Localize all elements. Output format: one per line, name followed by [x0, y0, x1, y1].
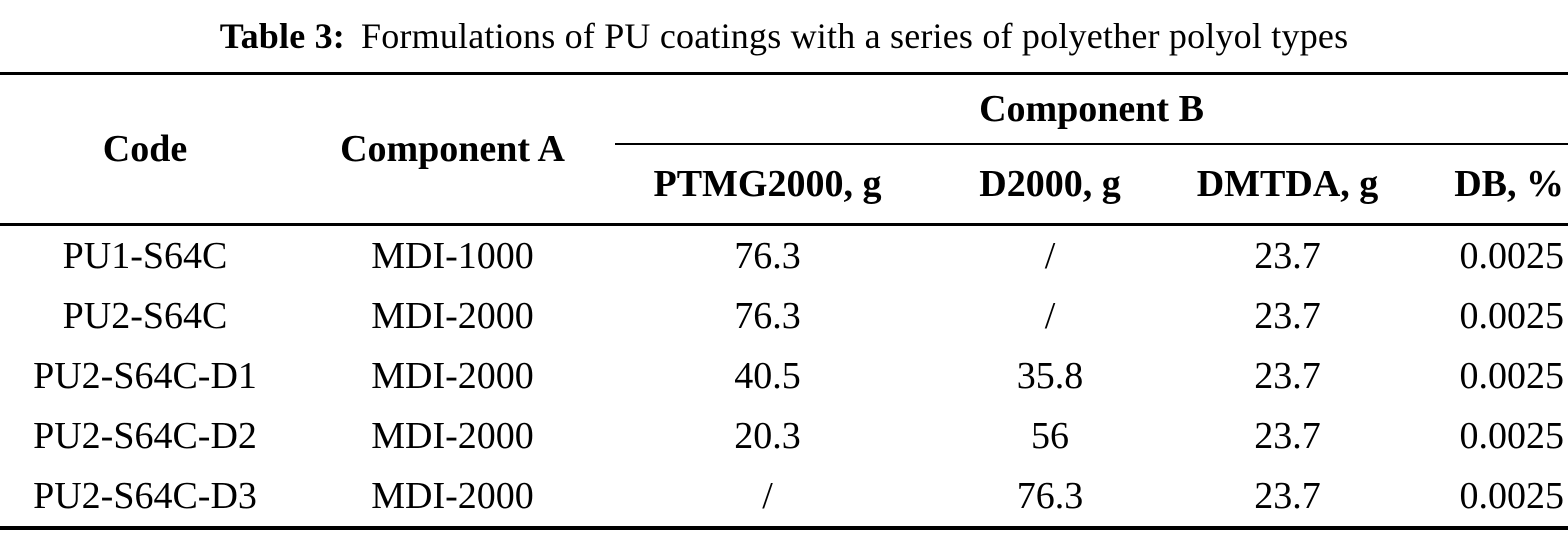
cell-db: 0.0025 — [1459, 355, 1565, 397]
cell-code: PU2-S64C-D1 — [33, 355, 257, 397]
header-d2000: D2000, g — [979, 163, 1121, 205]
header-component-a: Component A — [340, 128, 565, 170]
cell-d2000: 76.3 — [1016, 475, 1084, 517]
cell-db: 0.0025 — [1459, 235, 1565, 277]
header-component-b-spanner: Component B — [615, 75, 1568, 145]
cell-component-a: MDI-2000 — [371, 475, 534, 517]
cell-db: 0.0025 — [1459, 475, 1565, 517]
cell-d2000: 56 — [1031, 415, 1069, 457]
cell-ptmg2000: / — [762, 475, 773, 517]
cell-db: 0.0025 — [1459, 415, 1565, 457]
header-db: DB, % — [1454, 163, 1564, 205]
cell-dmtda: 23.7 — [1254, 415, 1321, 457]
table-caption-text: Formulations of PU coatings with a serie… — [361, 16, 1349, 56]
cell-dmtda: 23.7 — [1254, 355, 1321, 397]
table-caption-number: Table 3: — [219, 16, 346, 56]
cell-ptmg2000: 40.5 — [734, 355, 801, 397]
header-code: Code — [102, 128, 188, 170]
cell-component-a: MDI-2000 — [371, 415, 534, 457]
header-ptmg2000: PTMG2000, g — [653, 163, 882, 205]
cell-d2000: / — [1044, 235, 1056, 277]
cell-db: 0.0025 — [1459, 295, 1565, 337]
cell-ptmg2000: 76.3 — [734, 295, 801, 337]
cell-code: PU2-S64C-D3 — [33, 475, 257, 517]
cell-d2000: 35.8 — [1016, 355, 1084, 397]
cell-component-a: MDI-2000 — [371, 295, 534, 337]
cell-code: PU2-S64C — [62, 295, 228, 337]
cell-component-a: MDI-1000 — [371, 235, 534, 277]
cell-code: PU1-S64C — [62, 235, 228, 277]
header-dmtda: DMTDA, g — [1196, 163, 1379, 205]
cell-dmtda: 23.7 — [1254, 295, 1321, 337]
cell-d2000: / — [1044, 295, 1056, 337]
cell-dmtda: 23.7 — [1254, 475, 1321, 517]
cell-ptmg2000: 20.3 — [734, 415, 801, 457]
cell-component-a: MDI-2000 — [371, 355, 534, 397]
table-body: PU1-S64C MDI-1000 76.3 / 23.7 0.0025 PU2… — [0, 226, 1568, 530]
cell-ptmg2000: 76.3 — [734, 235, 801, 277]
table-header: Code Component A Component B PTMG2000, g… — [0, 72, 1568, 226]
cell-dmtda: 23.7 — [1254, 235, 1321, 277]
cell-code: PU2-S64C-D2 — [33, 415, 257, 457]
table-caption: Table 3: Formulations of PU coatings wit… — [0, 0, 1568, 72]
